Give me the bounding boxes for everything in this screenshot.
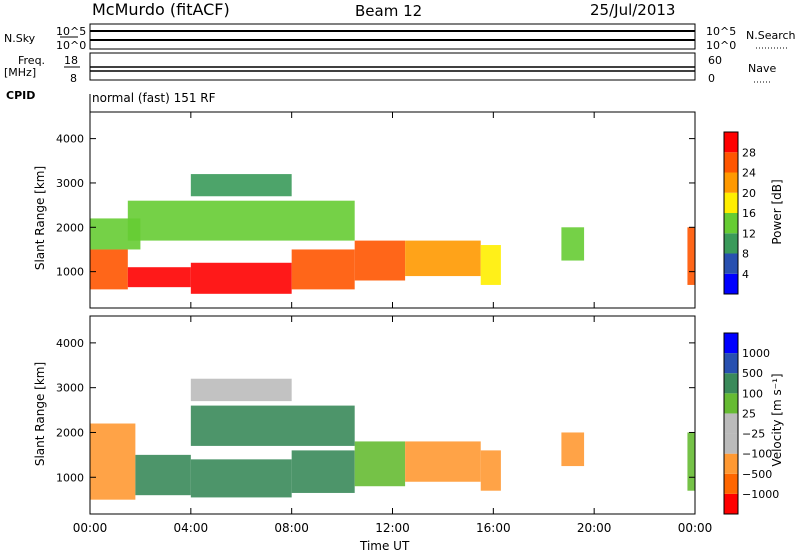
legend-dot-lines <box>754 47 788 83</box>
velocity-ytick-label: 4000 <box>56 337 84 350</box>
power-region-5 <box>405 240 481 277</box>
velocity-region-1 <box>135 454 191 496</box>
power-colorbar-segment <box>724 172 738 193</box>
velocity-region-8 <box>687 432 695 491</box>
power-colorbar-segment <box>724 253 738 274</box>
power-colorbar-segment <box>724 233 738 254</box>
cpid-value: normal (fast) 151 RF <box>92 91 216 105</box>
left-marker-lines <box>60 36 80 68</box>
velocity-ytick-label: 2000 <box>56 426 84 439</box>
power-region-2 <box>190 262 292 294</box>
power-colorbar-tick-label: 20 <box>742 187 756 200</box>
freq-trace <box>90 66 695 72</box>
velocity-colorbar-tick-label: 25 <box>742 407 756 420</box>
nave-tick-bottom: 0 <box>708 72 715 85</box>
nsearch-label: N.Search <box>746 29 796 42</box>
freq-tick-top: 18 <box>64 54 78 67</box>
velocity-colorbar-segment <box>724 473 738 494</box>
velocity-colorbar-segment <box>724 333 738 354</box>
power-colorbar-tick-label: 24 <box>742 167 756 180</box>
power-region-4 <box>354 240 406 281</box>
nsearch-tick-top: 10^5 <box>706 25 737 38</box>
power-colorbar-tick-label: 4 <box>742 268 749 281</box>
velocity-colorbar-segment <box>724 373 738 394</box>
power-colorbar-segment <box>724 192 738 213</box>
power-ytick-label: 1000 <box>56 266 84 279</box>
velocity-region-7 <box>561 432 585 467</box>
velocity-colorbar-tick-label: −25 <box>742 428 765 441</box>
power-colorbar-tick-label: 16 <box>742 207 756 220</box>
velocity-region-9 <box>190 405 355 446</box>
freq-tick-bottom: 8 <box>70 72 77 85</box>
power-region-0 <box>90 249 128 290</box>
power-colorbar-tick-label: 28 <box>742 146 756 159</box>
nsky-panel-frame <box>89 23 696 50</box>
velocity-colorbar-segment <box>724 353 738 374</box>
freq-label: Freq. <box>18 54 46 67</box>
nsearch-tick-bottom: 10^0 <box>706 39 737 52</box>
x-tick-label: 16:00 <box>476 521 511 535</box>
velocity-colorbar-tick-label: 1000 <box>742 347 770 360</box>
velocity-region-6 <box>480 450 501 491</box>
power-region-1 <box>127 267 191 288</box>
velocity-colorbar-tick-label: −500 <box>742 468 772 481</box>
velocity-colorbar-tick-label: −1000 <box>742 488 779 501</box>
date-title: 25/Jul/2013 <box>590 1 676 19</box>
x-tick-label: 08:00 <box>274 521 309 535</box>
velocity-region-5 <box>405 441 481 482</box>
power-region-3 <box>291 249 355 290</box>
velocity-colorbar-segment <box>724 413 738 434</box>
nsky-trace <box>90 30 695 41</box>
x-tick-label: 20:00 <box>577 521 612 535</box>
velocity-region-2 <box>190 459 292 498</box>
power-ytick-label: 3000 <box>56 177 84 190</box>
velocity-colorbar-segment <box>724 393 738 414</box>
nsky-tick-top: 10^5 <box>56 25 87 38</box>
velocity-colorbar-tick-label: 100 <box>742 387 763 400</box>
power-colorbar-frame <box>723 131 739 295</box>
velocity-colorbar-frame <box>723 332 739 515</box>
cpid-label: CPID <box>6 89 36 102</box>
x-tick-label: 00:00 <box>678 521 713 535</box>
x-tick-label: 12:00 <box>375 521 410 535</box>
velocity-colorbar-tick-label: −100 <box>742 448 772 461</box>
station-title: McMurdo (fitACF) <box>92 0 230 19</box>
velocity-ytick-label: 3000 <box>56 382 84 395</box>
power-region-8 <box>687 227 695 285</box>
power-region-10 <box>127 200 355 241</box>
velocity-region-10 <box>190 378 292 402</box>
x-tick-label: 00:00 <box>73 521 108 535</box>
power-colorbar-tick-label: 8 <box>742 248 749 261</box>
velocity-colorbar-segment <box>724 453 738 474</box>
power-region-6 <box>480 245 501 285</box>
freq-unit: [MHz] <box>4 66 37 79</box>
nave-label: Nave <box>748 62 777 75</box>
velocity-colorbar-tick-label: 500 <box>742 367 763 380</box>
power-colorbar-segment <box>724 213 738 234</box>
x-tick-label: 04:00 <box>174 521 209 535</box>
velocity-region-3 <box>291 450 355 493</box>
power-region-11 <box>190 174 292 197</box>
power-ytick-label: 2000 <box>56 221 84 234</box>
velocity-colorbar-segment <box>724 493 738 514</box>
beam-title: Beam 12 <box>355 2 423 20</box>
nsky-label: N.Sky <box>4 32 36 45</box>
nave-tick-top: 60 <box>708 54 722 67</box>
velocity-colorbar-segment <box>724 433 738 454</box>
velocity-region-4 <box>354 441 406 487</box>
power-colorbar-segment <box>724 132 738 153</box>
nsky-tick-bottom: 10^0 <box>56 39 87 52</box>
velocity-region-0 <box>90 423 136 500</box>
x-axis-label: Time UT <box>360 539 410 553</box>
velocity-ytick-label: 1000 <box>56 471 84 484</box>
power-colorbar-segment <box>724 273 738 294</box>
power-ytick-label: 4000 <box>56 133 84 146</box>
power-colorbar-tick-label: 12 <box>742 227 756 240</box>
power-colorbar-segment <box>724 152 738 173</box>
power-region-7 <box>561 227 585 261</box>
